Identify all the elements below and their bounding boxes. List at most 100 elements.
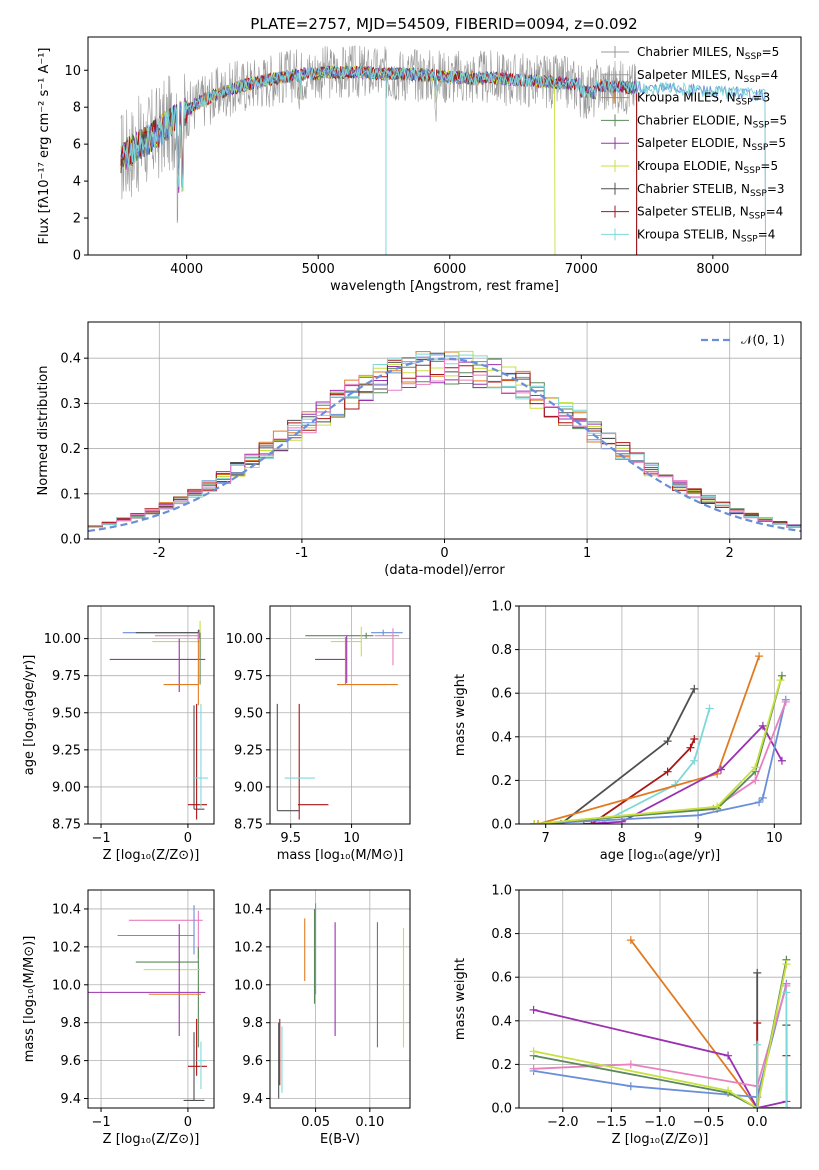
- y-tick-label: 0.3: [60, 397, 81, 412]
- y-axis-label: mass weight: [453, 674, 468, 756]
- weight-line-chabrier_stelib: [560, 688, 696, 824]
- legend-entry-text: Chabrier MILES, N: [637, 45, 745, 59]
- y-tick-label: 10.2: [234, 940, 263, 955]
- x-axis-label: E(B-V): [320, 1132, 360, 1147]
- x-axis-label: wavelength [Angstrom, rest frame]: [330, 279, 559, 294]
- legend-entry-label: Salpeter ELODIE, NSSP=5: [637, 136, 786, 153]
- legend-entry-count: =4: [760, 68, 778, 82]
- y-tick-label: 9.6: [242, 1054, 263, 1069]
- y-tick-label: 9.00: [52, 780, 81, 795]
- weight-point-pink: [626, 1060, 635, 1069]
- weight-point-pink: [781, 697, 790, 706]
- y-tick-label: 0.0: [60, 533, 81, 548]
- x-tick-label: 6000: [433, 262, 466, 277]
- legend-entry-text: Chabrier STELIB, N: [637, 182, 750, 196]
- legend-entry-text: Salpeter STELIB, N: [637, 205, 749, 219]
- y-tick-label: 9.75: [52, 669, 81, 684]
- legend-entry-label: Salpeter MILES, NSSP=4: [637, 68, 778, 85]
- legend-entry-text: Salpeter ELODIE, N: [637, 136, 751, 150]
- weight-point-kroupa_stelib: [690, 756, 699, 765]
- weight-point-kroupa_elodie: [713, 802, 722, 811]
- weight-line-pink: [534, 701, 787, 824]
- y-axis-label: age [log₁₀(age/yr)]: [22, 655, 37, 776]
- x-tick-label: 4000: [170, 262, 203, 277]
- legend-entry-subscript: SSP: [750, 189, 767, 199]
- gridlines: [519, 605, 801, 825]
- weight-point-salpeter_elodie: [529, 1005, 538, 1014]
- axes-frame: [87, 36, 802, 256]
- weight-point-kroupa_elodie: [529, 1047, 538, 1056]
- y-tick-label: 9.25: [234, 743, 263, 758]
- y-tick-label: 10.00: [226, 632, 263, 647]
- legend-entry-label: Kroupa MILES, NSSP=3: [637, 91, 770, 108]
- y-axis-label: mass [log₁₀(M/M⊙)]: [22, 936, 37, 1063]
- gridlines: [88, 890, 214, 1108]
- weight-point-salpeter_elodie: [724, 1051, 733, 1060]
- weight-point-kroupa_stelib: [753, 1040, 762, 1049]
- mass_vs_EBV-axes: 0.05 0.10 9.4 9.6 9.8 10.0 10.2 10.4 E(B-V): [234, 889, 411, 1147]
- weight-point-salpeter_stelib: [663, 767, 672, 776]
- spectrum-axes: 4000 5000 6000 7000 8000 0 2 4 6 8 10 wavelength [A…: [37, 36, 802, 294]
- y-tick-label: 9.8: [60, 1016, 81, 1031]
- spectrum-legend: Chabrier MILES, N SSP =5 Salpeter MILES, NS…: [601, 45, 787, 244]
- legend-entry-subscript: SSP: [751, 143, 768, 153]
- axes-frame: [269, 605, 411, 825]
- x-tick-label: 9.5: [280, 831, 301, 846]
- x-tick-label: -2: [153, 546, 166, 561]
- y-tick-label: 0.2: [491, 1058, 512, 1073]
- weight-point-kroupa_elodie: [782, 960, 791, 969]
- y-tick-label: 10.00: [44, 632, 81, 647]
- weight-point-chabrier_miles: [626, 1082, 635, 1091]
- weight-point-kroupa_miles: [534, 820, 543, 824]
- mass_weight_vs_age-plot-area: [530, 652, 790, 824]
- spectrum-chabrier_stelib-line: [120, 65, 638, 255]
- weight-point-chabrier_stelib: [663, 737, 672, 746]
- x-tick-label: −0.5: [693, 1115, 725, 1130]
- legend-entry-text: Chabrier ELODIE, N: [637, 113, 753, 127]
- residuals-plot-area: [88, 350, 801, 539]
- weight-line-kroupa_miles: [630, 939, 758, 1108]
- y-tick-label: 0.4: [491, 730, 512, 745]
- y-tick-label: 0.8: [491, 643, 512, 658]
- x-tick-label: 8: [618, 831, 626, 846]
- x-tick-label: 7: [542, 831, 550, 846]
- weight-point-kroupa_elodie: [530, 820, 539, 824]
- residuals-axes: -2 -1 0 1 2 0.0 0.1 0.2 0.3 0.4 (data-model)/error…: [36, 321, 802, 578]
- legend-entry-subscript: SSP: [741, 234, 758, 244]
- y-tick-label: 10.4: [234, 902, 263, 917]
- weight-line-salpeter_elodie: [533, 1009, 787, 1108]
- y-axis-label: Normed distribution: [36, 366, 51, 496]
- legend-entry-count: =5: [762, 45, 780, 59]
- legend-entry-text: Kroupa ELODIE, N: [637, 159, 744, 173]
- x-axis-label: mass [log₁₀(M/M⊙)]: [277, 848, 404, 863]
- legend-entry-text: Kroupa MILES, N: [637, 91, 736, 105]
- x-tick-label: 0: [440, 546, 448, 561]
- x-tick-label: −2.0: [547, 1115, 579, 1130]
- mass_weight_vs_age-axes: 7 8 9 10 0.0 0.2 0.4 0.6 0.8 1.0 age [log₁₀(age/yr…: [453, 600, 802, 863]
- y-tick-label: 0.0: [491, 1102, 512, 1117]
- y-tick-label: 9.4: [60, 1092, 81, 1107]
- y-tick-label: 0.2: [491, 774, 512, 789]
- mass_vs_Z-plot-area: [88, 905, 208, 1101]
- weight-line-kroupa_elodie: [534, 679, 782, 824]
- spectrum-salpeter_elodie-line: [120, 65, 638, 255]
- y-tick-label: 0.6: [491, 971, 512, 986]
- x-tick-label: 9: [694, 831, 702, 846]
- x-tick-label: −1.5: [596, 1115, 628, 1130]
- age_vs_Z-plot-area: [109, 620, 208, 820]
- legend-entry-text: Kroupa STELIB, N: [637, 227, 741, 241]
- legend-entry-label: Kroupa STELIB, NSSP=4: [637, 227, 775, 244]
- legend-entry-count: =3: [767, 182, 785, 196]
- weight-point-kroupa_elodie: [776, 676, 785, 685]
- histogram-pink: [88, 358, 801, 539]
- axes-frame: [87, 321, 802, 540]
- normal-curve: [88, 357, 801, 533]
- y-tick-label: 9.50: [52, 706, 81, 721]
- y-tick-label: 9.4: [242, 1092, 263, 1107]
- legend-entry-label: Chabrier ELODIE, NSSP=5: [637, 113, 787, 130]
- x-tick-label: 0: [184, 831, 192, 846]
- x-tick-label: 0: [184, 1115, 192, 1130]
- y-tick-label: 8: [73, 101, 81, 116]
- x-tick-label: 0.10: [355, 1115, 384, 1130]
